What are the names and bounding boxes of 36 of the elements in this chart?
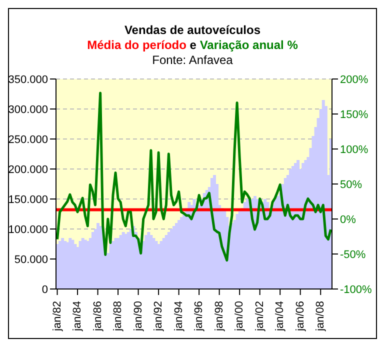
text: Variação anual % (200, 38, 298, 52)
x-tick-label: jan/98 (213, 301, 226, 332)
y2-tick-label: 0% (340, 214, 356, 226)
y2-tick-label: -50% (340, 248, 366, 261)
x-tick-label: jan/92 (152, 301, 165, 332)
chart-title: Vendas de autoveículos (123, 23, 262, 38)
x-tick-label: jan/88 (112, 301, 124, 332)
y-tick-label: 50.000 (14, 254, 48, 266)
y-tick-label: 200.000 (8, 164, 48, 176)
x-tick-label: jan/84 (72, 301, 84, 332)
x-tick-label: jan/86 (92, 301, 104, 332)
y2-tick-label: -100% (340, 284, 372, 296)
x-tick-label: jan/82 (51, 301, 64, 332)
chart-subtitle: e (188, 38, 198, 52)
y2-tick-label: 200% (340, 74, 368, 86)
x-tick-label: jan/02 (254, 301, 266, 332)
source-note: Fonte: Anfavea (151, 53, 234, 68)
x-tick-label: jan/94 (172, 301, 185, 332)
ref-line-label: Média do período (87, 38, 186, 52)
bar (192, 199, 196, 289)
y-tick-label: 100.000 (8, 224, 48, 236)
x-tick-label: jan/04 (274, 301, 286, 332)
y2-tick-label: 150% (340, 108, 368, 121)
y2-tick-label: 100% (340, 144, 368, 156)
line-series (56, 92, 332, 262)
y-tick-label: 0 (42, 284, 48, 296)
y-tick-label: 150.000 (8, 194, 48, 206)
y-tick-label: 300.000 (8, 104, 48, 116)
y-tick-label: 350.000 (8, 74, 48, 86)
x-tick-label: jan/90 (132, 301, 144, 332)
x-tick-label: jan/06 (294, 301, 306, 332)
x-tick-label: jan/96 (193, 301, 206, 332)
y2-tick-label: 50% (340, 178, 362, 191)
x-tick-label: jan/08 (314, 301, 327, 332)
x-tick-label: jan/00 (234, 301, 246, 332)
y-tick-label: 250.000 (8, 134, 48, 146)
